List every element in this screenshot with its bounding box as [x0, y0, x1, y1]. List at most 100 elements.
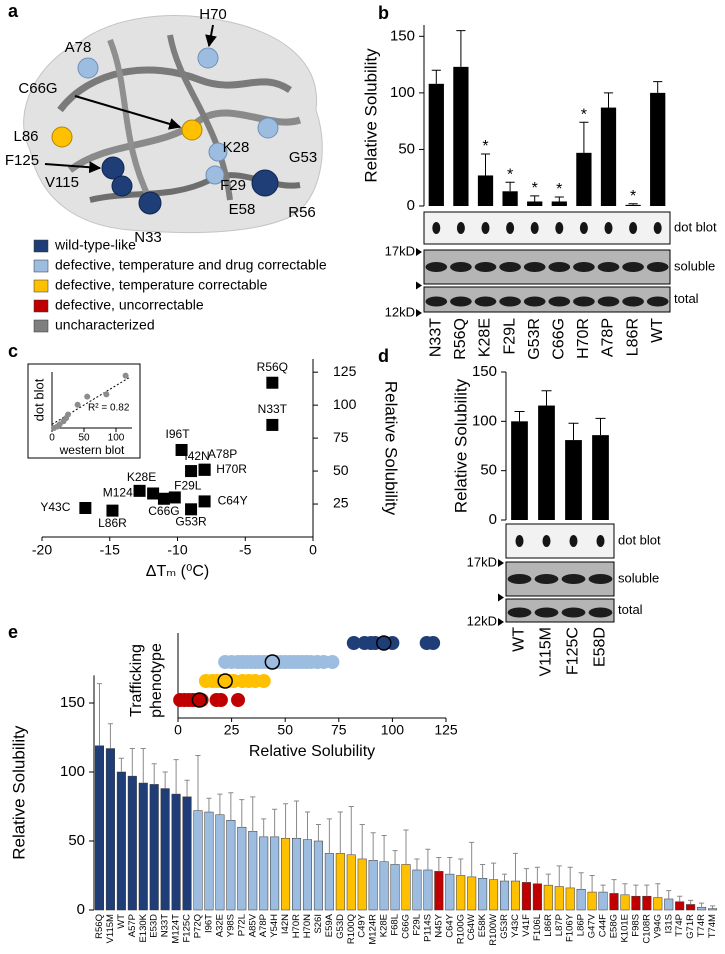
legend-swatch: [33, 239, 49, 253]
significance-label: *: [556, 181, 562, 198]
blot-panel: [423, 211, 671, 245]
blot-label: soluble: [618, 570, 659, 585]
x-tick-label: Y43C: [510, 914, 521, 938]
error-bar: [337, 811, 343, 854]
strip-point: [213, 693, 228, 707]
error-bar: [228, 792, 234, 821]
y-tick-label: 0: [407, 197, 415, 214]
bar: [477, 175, 494, 206]
residue-label: E58: [229, 201, 256, 218]
western-band: [597, 262, 620, 272]
legend-swatch: [33, 319, 49, 333]
y-tick-label: 100: [472, 412, 497, 429]
western-band: [646, 262, 669, 272]
error-bar: [600, 884, 606, 893]
western-band: [474, 296, 497, 307]
panel-label: a: [8, 1, 19, 21]
point-label: H70R: [216, 462, 247, 476]
western-band: [588, 574, 613, 584]
error-bar: [655, 883, 661, 898]
error-bar: [250, 796, 256, 832]
y-axis-title: Relative Solubility: [451, 378, 470, 513]
bar: [565, 887, 575, 911]
bar: [500, 880, 510, 911]
bar: [182, 796, 192, 911]
x-tick-label: 50: [78, 433, 90, 444]
y-axis-title: Trafficking: [128, 644, 145, 717]
legend-swatch: [33, 299, 49, 313]
residue-label: F125: [5, 152, 39, 169]
x-tick-label: C64Y: [444, 913, 455, 937]
point: [185, 503, 198, 516]
point: [185, 465, 198, 478]
x-tick-label: L86R: [543, 914, 554, 937]
bar: [138, 782, 148, 911]
x-tick-label: 100: [108, 433, 125, 444]
x-tick-label: F29L: [411, 914, 422, 936]
dot-blot-spot: [481, 222, 490, 234]
x-tick-label: R100Q: [346, 914, 357, 944]
x-tick-label: I31S: [663, 914, 674, 934]
x-tick-label: H70R: [291, 914, 302, 938]
bar: [565, 440, 582, 520]
significance-label: *: [581, 107, 587, 124]
error-bar: [447, 857, 453, 875]
x-tick-label: 0: [309, 542, 317, 558]
inset-frame: [27, 363, 141, 459]
bar: [149, 784, 159, 911]
error-bar: [431, 69, 441, 84]
point: [266, 418, 279, 431]
dot-blot-spot: [530, 222, 539, 234]
bar: [171, 793, 181, 911]
marker-label: 12kD: [467, 613, 497, 628]
error-bar: [414, 858, 420, 870]
bar: [675, 901, 685, 911]
marker-label: 17kD: [467, 554, 497, 569]
dot-blot-spot: [604, 222, 613, 234]
strip-point: [346, 636, 361, 650]
bar: [259, 836, 269, 911]
x-tick-label: -10: [167, 542, 187, 558]
error-bar: [578, 872, 584, 890]
x-tick-label: V115M: [538, 627, 555, 677]
residue-label: R56: [288, 204, 316, 221]
x-tick-label: M124T: [171, 914, 182, 944]
bar: [324, 853, 334, 911]
error-bar: [530, 195, 540, 202]
western-band: [622, 296, 644, 307]
error-bar: [272, 808, 278, 837]
x-tick-label: A78P: [600, 318, 617, 357]
error-bar: [505, 181, 515, 192]
x-tick-label: P114S: [422, 914, 433, 942]
y-axis-title: Relative Solubility: [9, 725, 28, 860]
x-tick-label: F68L: [390, 914, 401, 936]
marker-arrow: [498, 618, 504, 626]
error-bar: [628, 203, 638, 205]
bar: [292, 837, 302, 911]
error-bar: [688, 899, 694, 905]
bar: [631, 895, 641, 911]
x-tick-label: A32E: [214, 914, 225, 937]
bar: [489, 879, 499, 911]
y-tick-label: 100: [60, 763, 85, 780]
x-tick-label: F98S: [630, 914, 641, 937]
error-bar: [425, 848, 431, 870]
residue-label: H70: [199, 6, 227, 23]
error-bar: [348, 806, 354, 855]
error-bar: [162, 771, 168, 789]
x-tick-label: A57P: [127, 914, 138, 937]
point: [122, 372, 129, 379]
error-bar: [541, 390, 552, 406]
western-band: [548, 262, 571, 272]
x-tick-label: M124R: [368, 914, 379, 945]
error-bar: [359, 823, 365, 859]
error-bar: [283, 803, 289, 839]
bar: [456, 875, 466, 911]
error-bar: [512, 852, 519, 882]
legend-label: wild-type-like: [54, 237, 136, 253]
marker-arrow: [498, 559, 504, 567]
bar: [686, 904, 696, 911]
y-axis-title: Relative Solubility: [382, 381, 401, 516]
point: [79, 501, 92, 514]
